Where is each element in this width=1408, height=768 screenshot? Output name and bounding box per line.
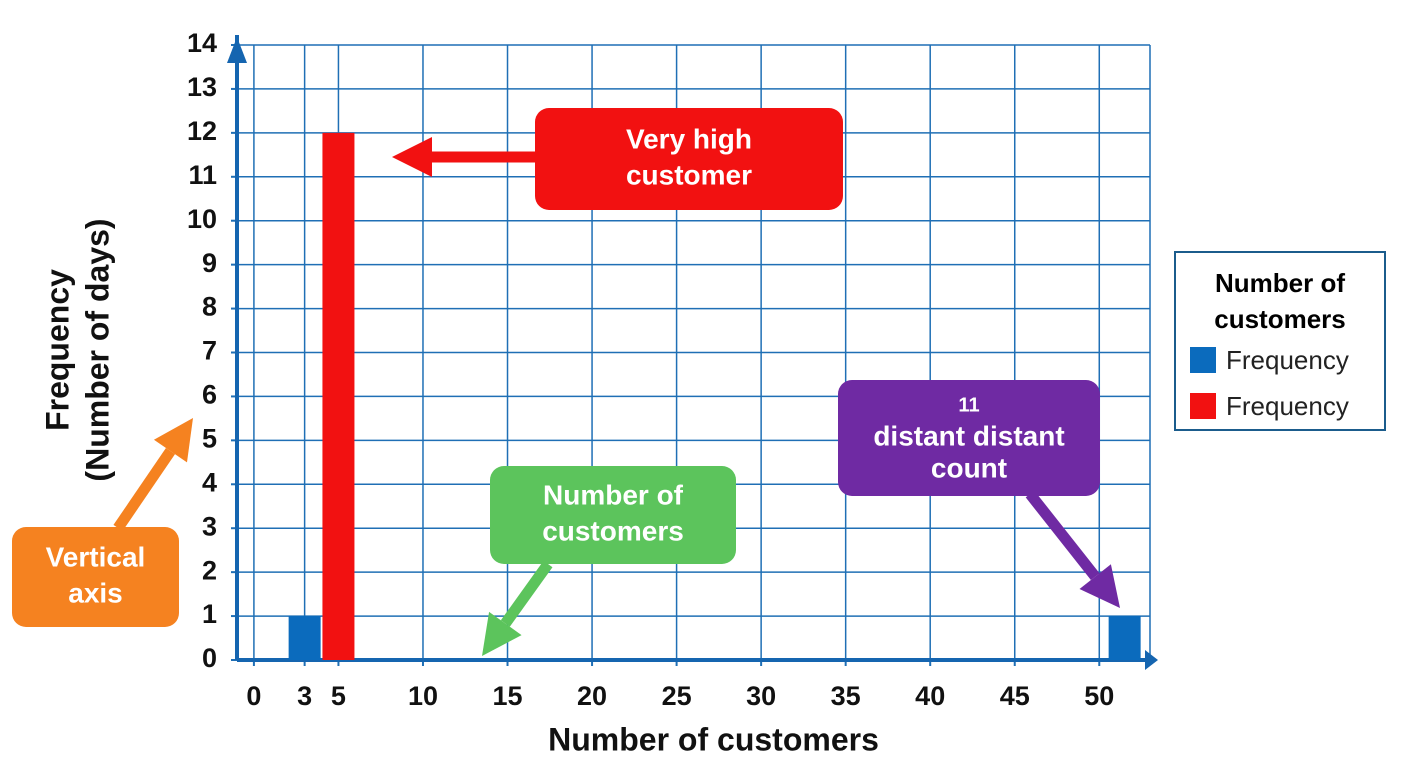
y-tick-label: 12	[187, 116, 217, 146]
y-tick-label: 13	[187, 72, 217, 102]
x-tick-label: 50	[1084, 681, 1114, 711]
legend-title: Number of customers	[1214, 268, 1346, 334]
y-tick-label: 1	[202, 599, 217, 629]
annotation-text: Very high	[626, 123, 752, 154]
annotation-arrow	[500, 560, 553, 627]
y-axis-label: Frequency (Number of days)	[39, 218, 115, 481]
y-tick-label: 5	[202, 423, 217, 453]
annotation-arrowhead	[1079, 564, 1120, 608]
legend-item: Frequency	[1190, 337, 1370, 383]
legend-swatch	[1190, 393, 1216, 419]
x-tick-label: 15	[492, 681, 522, 711]
annotation-arrowhead	[392, 137, 432, 177]
y-tick-label: 2	[202, 555, 217, 585]
x-tick-label: 3	[297, 681, 312, 711]
x-tick-label: 25	[662, 681, 692, 711]
bar	[288, 616, 321, 660]
x-tick-label: 45	[1000, 681, 1030, 711]
x-tick-label: 0	[246, 681, 261, 711]
y-tick-label: 8	[202, 292, 217, 322]
annotation-arrow	[1025, 490, 1100, 581]
y-tick-label: 14	[187, 28, 217, 58]
annotation-box	[535, 108, 843, 210]
y-tick-label: 9	[202, 248, 217, 278]
y-tick-label: 10	[187, 204, 217, 234]
annotation-text: distant distant	[873, 420, 1064, 451]
y-axis-label-line: (Number of days)	[79, 218, 115, 481]
annotation-text: axis	[68, 577, 123, 608]
annotation-box	[12, 527, 179, 627]
x-axis-label: Number of customers	[548, 721, 879, 757]
x-tick-label: 10	[408, 681, 438, 711]
x-tick-label: 35	[831, 681, 861, 711]
legend-item: Frequency	[1190, 383, 1370, 429]
annotation-arrow	[113, 447, 176, 532]
annotation-text: 11	[958, 394, 979, 416]
y-tick-label: 0	[202, 643, 217, 673]
x-tick-label: 40	[915, 681, 945, 711]
y-tick-label: 7	[202, 336, 217, 366]
y-axis-arrow	[227, 37, 247, 63]
x-axis-arrow	[1145, 650, 1158, 670]
legend-swatch	[1190, 347, 1216, 373]
annotation-arrowhead	[153, 418, 193, 463]
annotation-text: Number of	[543, 479, 684, 510]
y-tick-label: 11	[188, 160, 217, 190]
annotation-box	[490, 466, 736, 564]
x-tick-label: 30	[746, 681, 776, 711]
annotation-text: count	[931, 452, 1007, 483]
annotation-text: customer	[626, 159, 752, 190]
annotation-text: customers	[542, 515, 684, 546]
annotation-text: Vertical	[46, 541, 146, 572]
bar	[1108, 616, 1141, 660]
annotation-box	[838, 380, 1100, 496]
legend-label: Frequency	[1226, 345, 1349, 375]
y-tick-label: 4	[202, 467, 217, 497]
legend: Number of customers Frequency Frequency	[1174, 251, 1386, 431]
y-tick-label: 3	[202, 511, 217, 541]
y-axis-label-line: Frequency	[39, 269, 75, 431]
x-tick-label: 20	[577, 681, 607, 711]
bar	[322, 132, 355, 660]
annotation-arrowhead	[482, 611, 522, 656]
y-tick-label: 6	[202, 380, 217, 410]
x-tick-label: 5	[331, 681, 346, 711]
legend-label: Frequency	[1226, 391, 1349, 421]
